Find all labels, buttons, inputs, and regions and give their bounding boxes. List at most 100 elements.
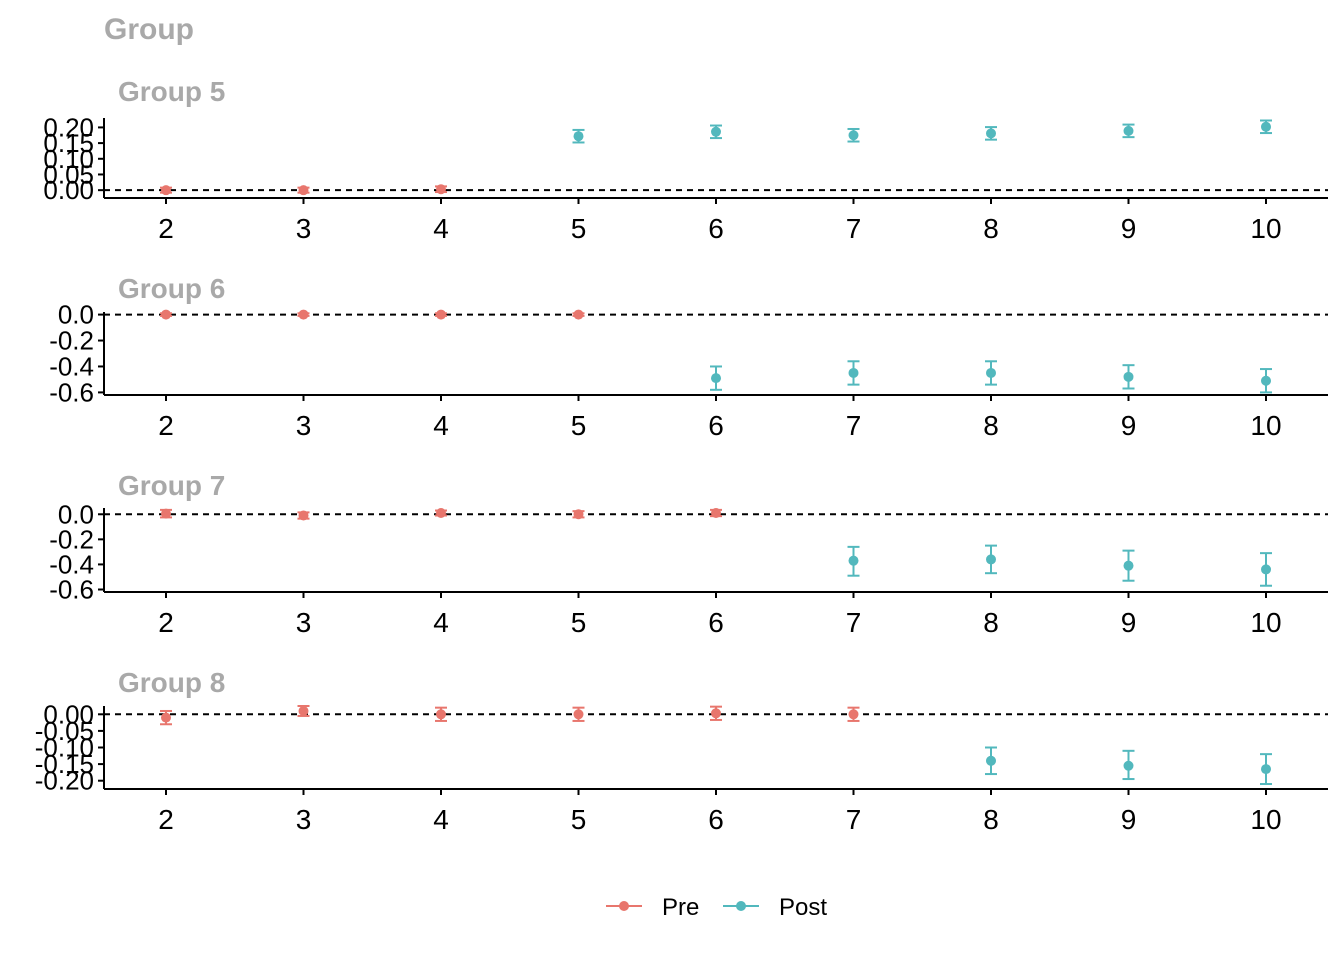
x-tick-label: 8: [983, 213, 999, 244]
x-tick-label: 5: [571, 213, 587, 244]
panel-group-5: Group 5 0.000.050.100.150.20 2 3 4 5 6 7 8 9 10: [43, 76, 1328, 244]
x-tick-label: 3: [296, 410, 312, 441]
x-tick-label: 7: [846, 213, 862, 244]
estimate-post-6: [710, 124, 722, 140]
estimate-pre-7: [847, 706, 860, 722]
estimate-post-8: [985, 544, 997, 575]
point-estimate: [573, 309, 584, 320]
estimate-pre-2: [160, 709, 172, 726]
y-tick-label: -0.4: [49, 351, 94, 381]
estimate-pre-2: [160, 309, 172, 320]
x-tick-label: 9: [1121, 213, 1137, 244]
point-estimate: [436, 184, 446, 195]
x-tick-label: 2: [158, 607, 174, 638]
x-tick-label: 6: [708, 410, 724, 441]
point-estimate: [986, 367, 996, 378]
estimate-pre-3: [297, 705, 310, 717]
x-tick-label: 8: [983, 410, 999, 441]
x-tick-label: 6: [708, 607, 724, 638]
point-estimate: [1261, 121, 1271, 132]
estimate-pre-5: [572, 509, 585, 520]
point-estimate: [711, 508, 721, 519]
y-tick-label: 0.15: [43, 128, 94, 158]
point-estimate: [848, 709, 859, 720]
y-tick-label: 0.10: [43, 144, 94, 174]
panel-group-8: Group 8 0.00-0.05-0.10-0.15-0.20 2 3 4 5 6 7 8 9 1…: [35, 667, 1328, 835]
estimate-pre-5: [572, 706, 585, 722]
estimate-pre-2: [160, 508, 172, 519]
legend-label: Post: [779, 894, 827, 921]
point-estimate: [1123, 560, 1134, 571]
point-estimate: [711, 373, 721, 384]
panels: Group 50.000.050.100.150.202 3 4 5 6 7 8 9 10Gro…: [35, 76, 1328, 835]
x-tick-label: 6: [708, 804, 724, 835]
point-estimate: [848, 130, 859, 141]
estimate-pre-3: [297, 510, 310, 521]
estimate-pre-3: [297, 185, 310, 196]
x-tick-label: 5: [571, 607, 587, 638]
point-estimate: [1261, 764, 1271, 775]
x-tick-label: 10: [1250, 410, 1281, 441]
x-tick-label: 10: [1250, 213, 1281, 244]
point-estimate: [298, 705, 309, 716]
x-tick-label: 7: [846, 804, 862, 835]
point-estimate: [848, 555, 859, 566]
estimate-post-7: [847, 545, 860, 577]
estimate-pre-3: [297, 309, 310, 320]
point-estimate: [161, 309, 171, 320]
estimate-post-10: [1260, 368, 1272, 394]
estimate-post-9: [1122, 749, 1135, 781]
y-tick-label: -0.10: [35, 733, 94, 763]
x-tick-label: 3: [296, 213, 312, 244]
legend-key-point: [736, 901, 746, 911]
estimate-pre-4: [435, 508, 447, 519]
x-tick-label: 9: [1121, 804, 1137, 835]
x-tick-label: 7: [846, 410, 862, 441]
y-tick-label: -0.6: [49, 574, 94, 604]
x-tick-label: 2: [158, 804, 174, 835]
estimate-post-8: [985, 746, 997, 776]
panel-group-7: Group 7 0.0-0.2-0.4-0.6 2 3 4 5 6 7 8 9 10: [49, 470, 1328, 638]
x-tick-label: 3: [296, 607, 312, 638]
legend-key-point: [619, 901, 629, 911]
estimate-post-5: [572, 128, 585, 144]
estimate-post-7: [847, 360, 860, 386]
x-tick-label: 4: [433, 804, 449, 835]
estimate-post-9: [1122, 364, 1135, 390]
x-tick-label: 3: [296, 804, 312, 835]
estimate-post-10: [1260, 552, 1272, 587]
estimate-post-8: [985, 126, 997, 141]
x-tick-label: 5: [571, 410, 587, 441]
x-tick-label: 8: [983, 804, 999, 835]
x-tick-label: 10: [1250, 804, 1281, 835]
legend-item-pre: Pre: [606, 894, 699, 921]
figure-title: Group: [104, 13, 194, 46]
y-tick-label: 0.20: [43, 112, 94, 142]
y-tick-label: 0.00: [43, 699, 94, 729]
point-estimate: [436, 709, 446, 720]
point-estimate: [711, 126, 721, 137]
point-estimate: [436, 508, 446, 519]
x-tick-label: 7: [846, 607, 862, 638]
x-tick-label: 9: [1121, 410, 1137, 441]
x-tick-label: 2: [158, 410, 174, 441]
point-estimate: [573, 131, 584, 142]
point-estimate: [1261, 375, 1271, 386]
x-tick-label: 2: [158, 213, 174, 244]
panel-group-6: Group 6 0.0-0.2-0.4-0.6 2 3 4 5 6 7 8 9 10: [49, 273, 1328, 441]
x-tick-label: 9: [1121, 607, 1137, 638]
y-tick-label: -0.4: [49, 549, 94, 579]
point-estimate: [1261, 564, 1271, 575]
estimate-pre-4: [435, 309, 447, 320]
x-tick-label: 8: [983, 607, 999, 638]
estimate-pre-4: [435, 184, 447, 195]
estimate-post-10: [1260, 119, 1272, 135]
y-tick-label: 0.0: [58, 499, 94, 529]
y-tick-label: -0.2: [49, 326, 94, 356]
point-estimate: [573, 509, 584, 520]
x-tick-label: 5: [571, 804, 587, 835]
y-tick-label: 0.00: [43, 175, 94, 205]
estimate-post-9: [1122, 123, 1135, 139]
point-estimate: [298, 510, 309, 521]
point-estimate: [848, 367, 859, 378]
